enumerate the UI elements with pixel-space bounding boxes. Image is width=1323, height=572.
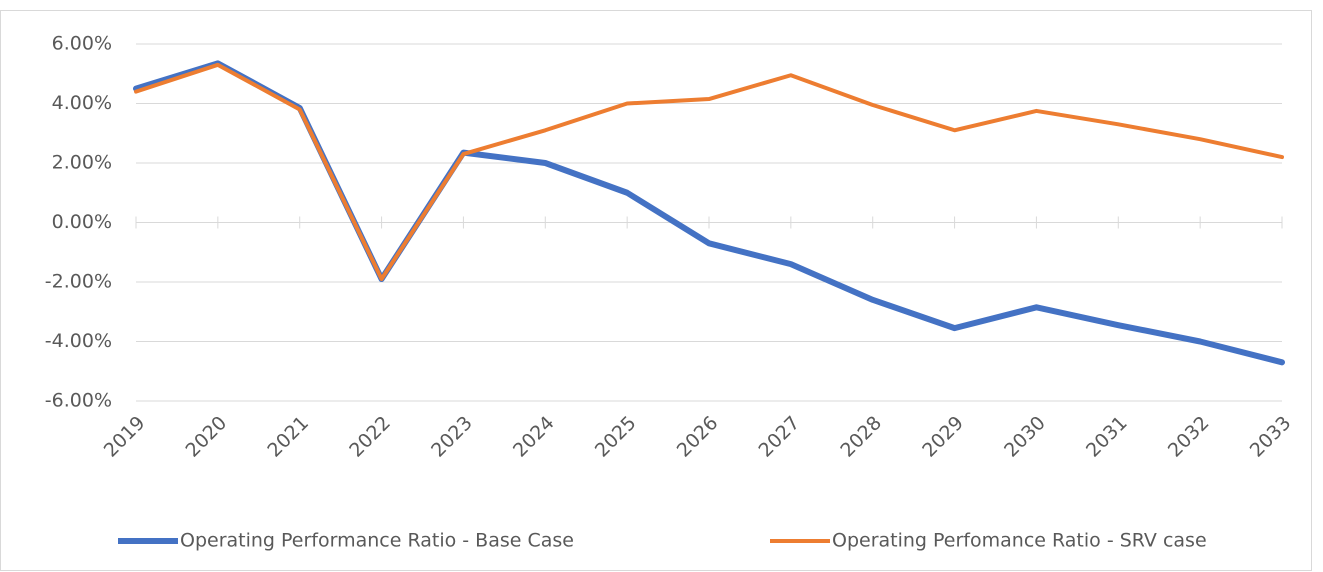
series-line xyxy=(134,62,1284,282)
y-tick-label: 2.00% xyxy=(52,152,112,174)
chart-border xyxy=(0,10,1312,571)
legend-label: Operating Performance Ratio - Base Case xyxy=(180,530,574,552)
y-tick-label: -2.00% xyxy=(45,271,112,293)
y-tick-label: 4.00% xyxy=(52,92,112,114)
legend-label: Operating Perfomance Ratio - SRV case xyxy=(832,530,1207,552)
y-tick-label: 0.00% xyxy=(52,211,112,233)
y-tick-label: -6.00% xyxy=(45,390,112,412)
y-tick-label: 6.00% xyxy=(52,33,112,55)
y-tick-label: -4.00% xyxy=(45,330,112,352)
